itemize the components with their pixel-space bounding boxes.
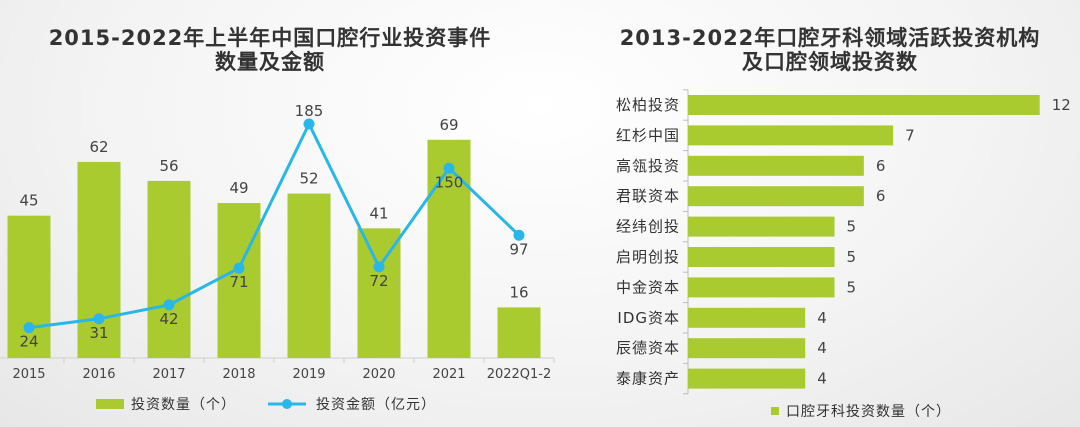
institution-count-label-8: 4 [817,309,827,327]
amount-point-2021 [443,162,455,174]
amount-data-label-2021: 150 [435,173,464,191]
institution-bar-2 [688,125,894,146]
institution-count-label-3: 6 [876,157,886,175]
active-institutions-chart-title: 2013-2022年口腔牙科领域活跃投资机构 及口腔领域投资数 [580,26,1080,74]
x-tick-label-2020: 2020 [362,367,395,382]
amount-data-label-2018: 71 [229,273,248,291]
active-institutions-plot: 松柏投资 12 红杉中国 7 高瓴投资 6 君联资本 6 经纬创投 5 启明创投 5 中金资本 5 IDG资… [616,89,1071,395]
legend-amount-line-marker-icon [268,399,306,409]
count-bar-2018 [217,203,261,358]
amount-data-label-2016: 31 [89,324,108,342]
amount-point-2019 [303,118,315,130]
amount-point-2018 [233,262,245,274]
institution-bar-9 [688,338,806,359]
chart-title-line-1: 2015-2022年上半年中国口腔行业投资事件 [48,26,492,50]
chart-title-line-2: 及口腔领域投资数 [742,50,918,74]
institution-name-label-3: 高瓴投资 [616,157,680,175]
institution-name-label-4: 君联资本 [616,187,680,205]
legend-institution-count-label: 口腔牙科投资数量（个） [786,404,951,420]
chart-title-line-2: 数量及金额 [215,50,325,74]
amount-point-2015 [23,322,35,334]
amount-point-2016 [93,313,105,325]
count-bar-2022q1-2 [497,307,541,358]
institution-bar-10 [688,368,806,389]
institution-bar-5 [688,216,835,237]
x-tick-label-2022q1-2: 2022Q1-2 [487,367,552,382]
count-data-label-2018: 49 [229,179,248,197]
count-data-label-2022q1-2: 16 [509,283,528,301]
count-data-label-2019: 52 [299,170,318,188]
count-bar-2019 [287,193,331,358]
legend-count: 投资数量（个） [96,395,236,413]
institution-bar-6 [688,247,835,267]
x-tick-label-2021: 2021 [432,367,465,382]
institution-count-label-9: 4 [817,339,827,357]
legend-count-swatch [96,399,124,409]
count-data-label-2021: 69 [439,116,458,134]
institution-name-label-7: 中金资本 [616,278,680,296]
x-tick-label-2018: 2018 [222,367,255,382]
count-bar-2016 [77,161,121,358]
count-bar-2017 [147,180,191,358]
institution-count-label-10: 4 [817,370,827,388]
institution-count-label-1: 12 [1052,96,1071,114]
legend-amount-label: 投资金额（亿元） [316,397,436,413]
institution-count-label-7: 5 [847,278,857,296]
count-data-label-2020: 41 [369,204,388,222]
count-data-label-2015: 45 [19,192,38,210]
x-tick-label-2019: 2019 [292,367,325,382]
legend-institution-count-swatch [771,407,779,415]
investment-events-chart-title: 2015-2022年上半年中国口腔行业投资事件 数量及金额 [20,26,520,74]
amount-data-label-2020: 72 [369,272,388,290]
count-bar-2015 [7,215,51,358]
institution-name-label-1: 松柏投资 [616,96,680,114]
legend-amount: 投资金额（亿元） [268,395,436,413]
count-data-label-2017: 56 [159,157,178,175]
amount-data-label-2015: 24 [19,333,38,351]
institution-bar-7 [688,277,835,298]
amount-line [28,122,521,330]
institution-name-label-5: 经纬创投 [616,218,680,236]
amount-point-2022q1-2 [513,229,525,241]
institution-name-label-2: 红杉中国 [616,126,680,144]
institution-count-label-5: 5 [847,218,857,236]
institution-count-label-4: 6 [876,187,886,205]
institution-bar-1 [688,95,1040,115]
amount-point-2017 [163,299,175,311]
amount-data-label-2017: 42 [159,310,178,328]
institution-name-label-10: 泰康资产 [616,370,680,388]
legend-institution-count: 口腔牙科投资数量（个） [771,402,951,420]
x-tick-label-2017: 2017 [152,367,185,382]
investment-events-plot: 45 2015 62 2016 56 2017 49 2018 52 2019 41 2020 69 20… [0,102,555,382]
count-data-label-2016: 62 [89,138,108,156]
amount-data-label-2022q1-2: 97 [509,240,528,258]
chart-title-line-1: 2013-2022年口腔牙科领域活跃投资机构 [619,26,1041,50]
x-tick-label-2016: 2016 [82,367,115,382]
institution-count-label-2: 7 [905,126,915,144]
institution-name-label-9: 辰德资本 [616,339,680,357]
institution-bar-8 [688,307,806,328]
institution-name-label-6: 启明创投 [616,248,680,266]
count-bar-2021 [427,139,471,358]
amount-data-label-2019: 185 [295,102,324,120]
amount-point-2020 [373,261,385,273]
institution-name-label-8: IDG资本 [617,309,680,327]
institution-bar-3 [688,155,864,176]
legend-count-label: 投资数量（个） [131,397,236,413]
institution-bar-4 [688,186,864,207]
count-bar-2020 [357,228,401,358]
x-tick-label-2015: 2015 [12,367,45,382]
institution-count-label-6: 5 [847,248,857,266]
